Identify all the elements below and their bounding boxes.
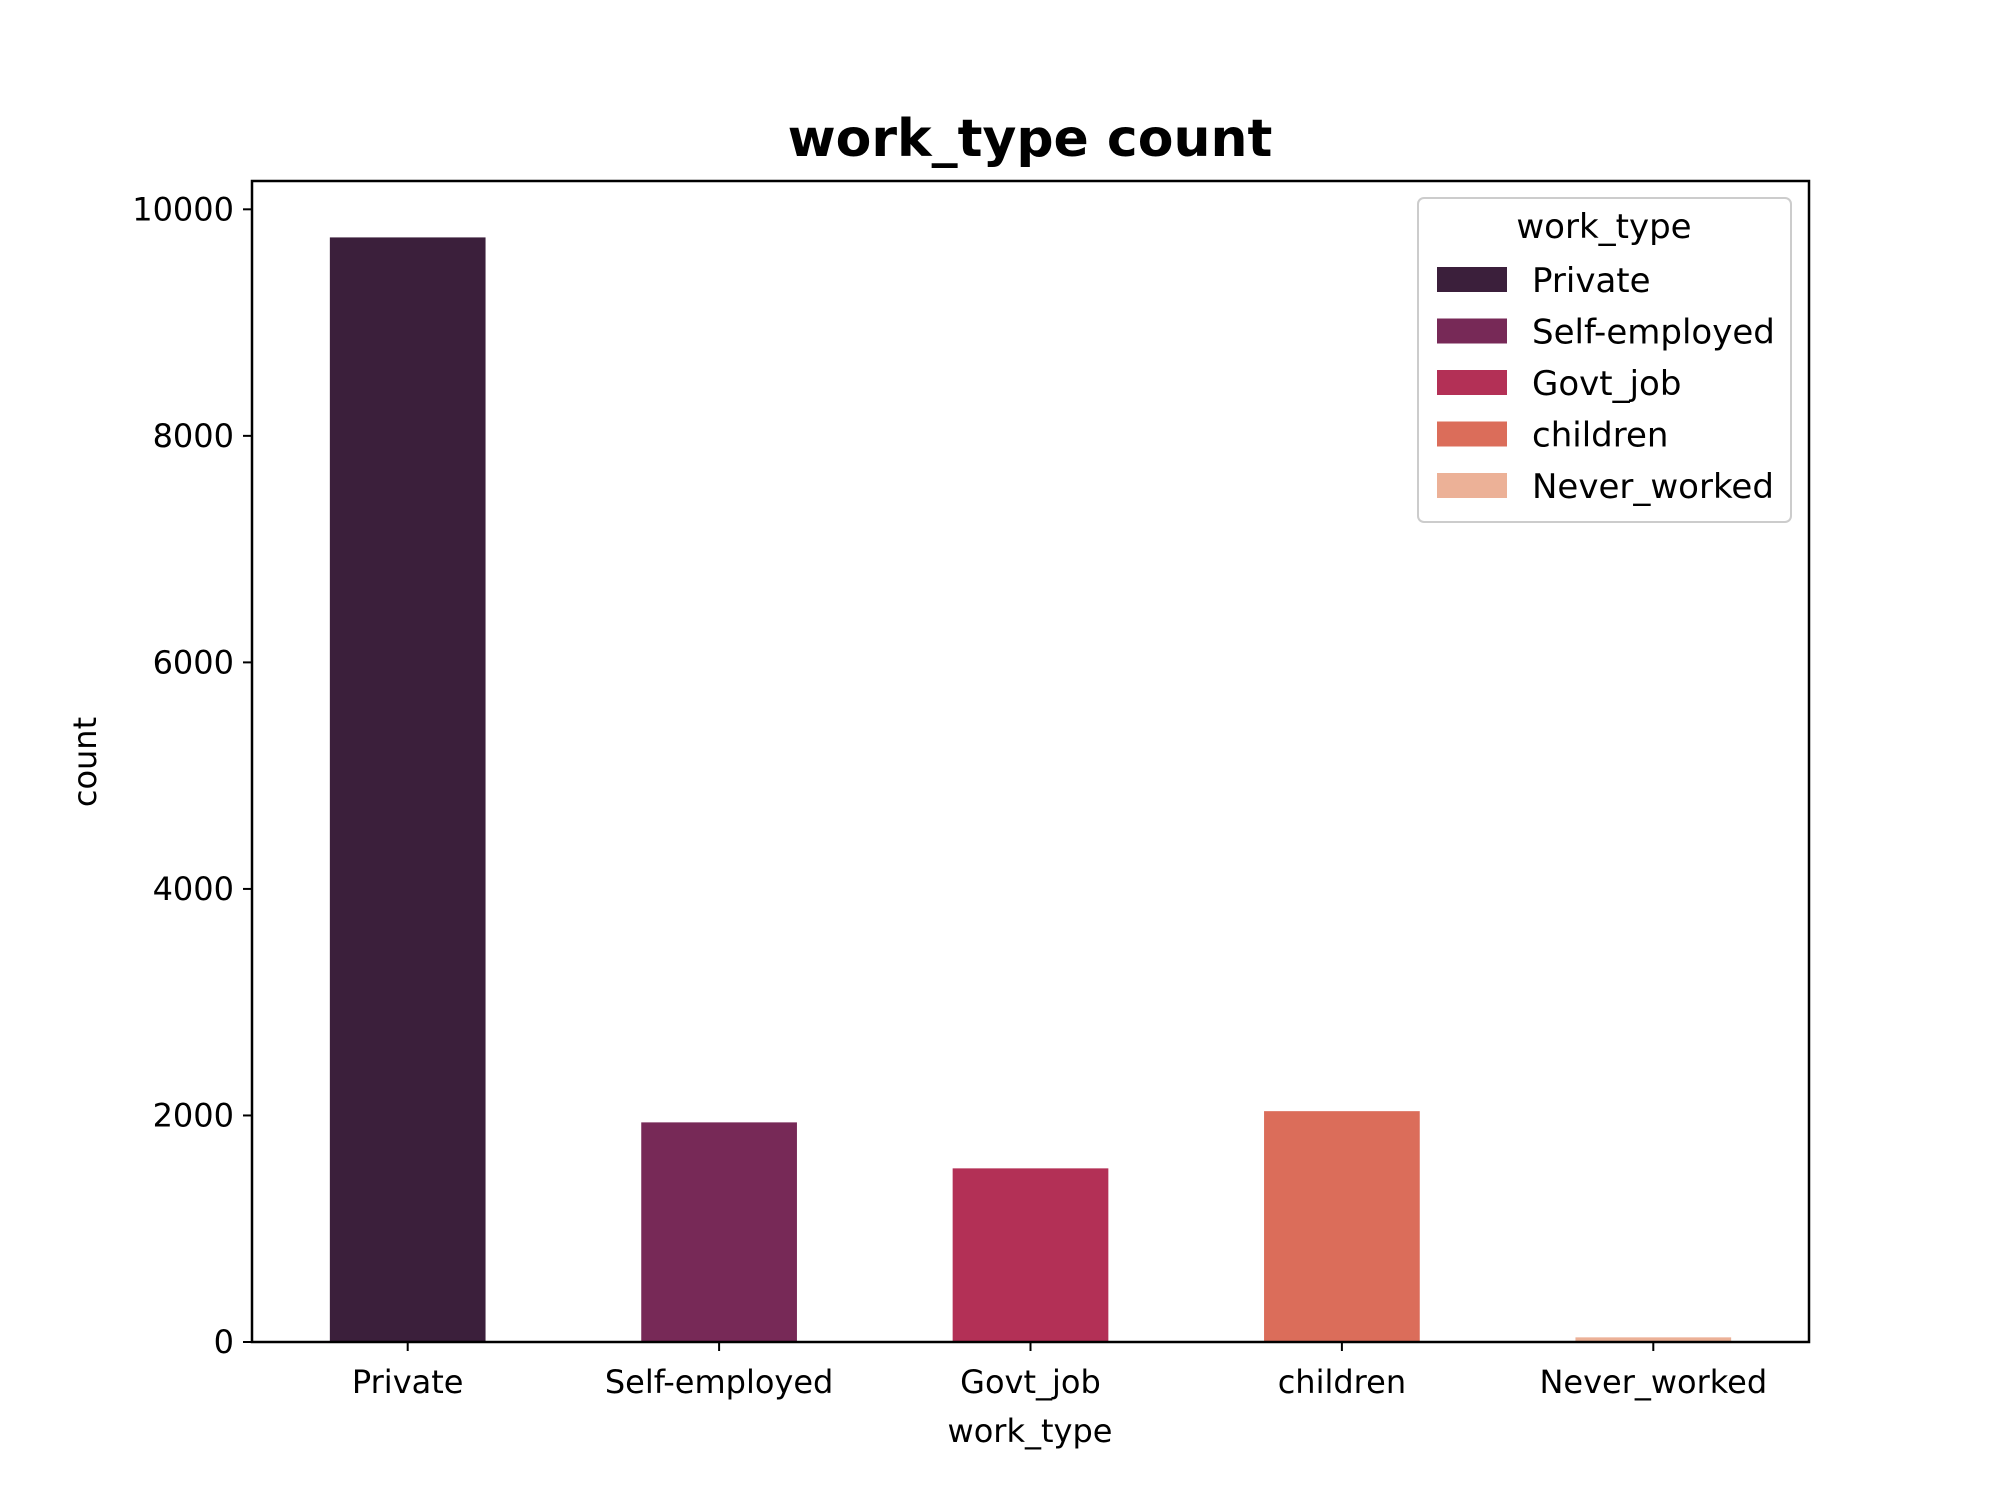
y-axis-label: count [66, 717, 104, 807]
legend-entry-label: Private [1532, 261, 1651, 301]
legend-swatch-children [1437, 421, 1507, 447]
bar-private [329, 237, 486, 1343]
bar-self-employed [641, 1122, 797, 1342]
y-axis-ticks: 0 2000 4000 6000 8000 10000 [132, 190, 252, 1361]
y-tick-label: 4000 [153, 870, 234, 908]
bar-govt-job [952, 1168, 1109, 1342]
legend-title: work_type [1516, 207, 1691, 247]
legend: work_type Private Self-employed Govt_jobch… [1417, 197, 1792, 523]
x-axis-label: work_type [948, 1412, 1113, 1450]
y-tick-label: 10000 [132, 190, 234, 228]
legend-swatch-never-worked [1437, 473, 1507, 498]
legend-swatch-govt-job [1437, 370, 1507, 395]
x-tick-label: Govt_job [960, 1363, 1101, 1401]
y-tick-label: 6000 [153, 643, 234, 681]
y-tick-label: 8000 [153, 417, 234, 455]
legend-entry-label: Govt_job [1532, 364, 1681, 404]
legend-entry-label: Self-employed [1532, 313, 1775, 353]
legend-swatch-self-employed [1437, 318, 1507, 344]
x-tick-label: children [1278, 1363, 1406, 1401]
bar-never-worked [1575, 1337, 1732, 1342]
legend-box [1417, 197, 1792, 523]
x-tick-label: Private [352, 1363, 464, 1401]
bar-children [1264, 1111, 1420, 1342]
x-tick-label: Never_worked [1539, 1363, 1767, 1401]
legend-entries: Private Self-employed Govt_job children Neve… [1437, 261, 1775, 507]
y-tick-label: 0 [214, 1323, 234, 1361]
y-tick-label: 2000 [153, 1096, 234, 1134]
chart-title: work_type count [788, 109, 1273, 169]
legend-entry-label: Never_worked [1532, 467, 1774, 507]
legend-swatch-private [1437, 267, 1507, 292]
legend-entry-label: children [1532, 416, 1668, 456]
x-axis-ticks: Private Self-employed Govt_job children Neve… [352, 1342, 1767, 1401]
bars-group [329, 237, 1732, 1343]
x-tick-label: Self-employed [605, 1363, 834, 1401]
